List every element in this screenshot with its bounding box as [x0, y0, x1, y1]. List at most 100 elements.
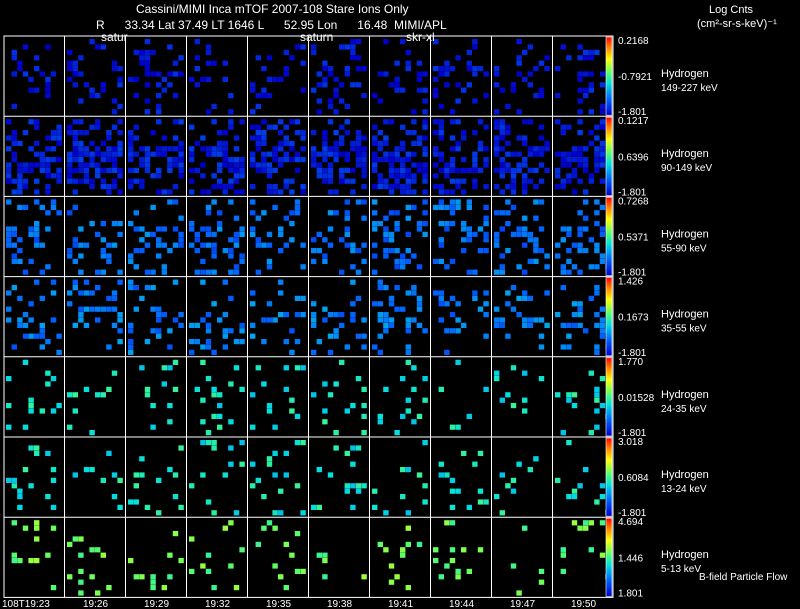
count-cell: [394, 173, 400, 179]
count-cell: [72, 408, 78, 414]
count-cell: [45, 494, 51, 500]
count-cell: [416, 264, 423, 270]
count-cell: [599, 258, 606, 264]
count-cell: [339, 173, 345, 179]
count-cell: [344, 130, 350, 136]
count-cell: [355, 39, 362, 45]
count-cell: [394, 430, 400, 436]
count-cell: [39, 333, 45, 339]
count-cell: [411, 290, 417, 296]
count-cell: [178, 146, 184, 152]
count-cell: [261, 317, 267, 323]
units-line2: (cm²-sr-s-keV)⁻¹: [697, 18, 777, 30]
count-cell: [56, 157, 62, 163]
count-cell: [455, 488, 461, 494]
count-cell: [278, 312, 284, 318]
colorbar-tick-cmin: -1.801: [618, 268, 647, 279]
count-cell: [599, 494, 606, 500]
count-cell: [433, 87, 439, 93]
count-cell: [89, 430, 95, 436]
count-cell: [405, 408, 411, 414]
count-cell: [128, 178, 134, 184]
count-cell: [516, 55, 522, 61]
count-cell: [499, 146, 505, 152]
count-cell: [266, 403, 273, 409]
colorbar-tick-cmid: 0.6396: [618, 152, 649, 163]
count-cell: [444, 167, 450, 173]
count-cell: [583, 55, 589, 61]
count-cell: [172, 199, 179, 205]
count-cell: [522, 231, 528, 237]
count-cell: [449, 119, 456, 125]
count-cell: [350, 140, 356, 146]
count-cell: [72, 258, 78, 264]
count-cell: [560, 226, 566, 232]
count-cell: [95, 44, 101, 50]
count-cell: [322, 552, 328, 558]
count-cell: [300, 87, 306, 93]
count-cell: [111, 184, 118, 190]
count-cell: [39, 322, 45, 328]
count-cell: [505, 301, 511, 307]
count-cell: [588, 370, 594, 376]
count-cell: [294, 339, 301, 345]
count-cell: [583, 199, 589, 205]
count-cell: [228, 419, 234, 425]
count-cell: [455, 328, 461, 334]
count-cell: [416, 71, 423, 77]
count-cell: [294, 413, 301, 419]
count-cell: [494, 269, 500, 275]
count-cell: [571, 301, 578, 307]
colorbar-tick-cmid: 0.5371: [618, 233, 649, 244]
count-cell: [156, 109, 162, 115]
count-cell: [233, 242, 240, 248]
count-cell: [411, 204, 417, 210]
count-cell: [566, 440, 572, 446]
count-cell: [588, 430, 594, 436]
count-cell: [156, 312, 162, 318]
count-cell: [200, 189, 206, 195]
count-cell: [300, 189, 306, 195]
count-cell: [355, 82, 362, 88]
count-cell: [78, 178, 84, 184]
count-cell: [111, 124, 118, 130]
count-cell: [117, 231, 123, 237]
count-cell: [139, 226, 145, 232]
count-cell: [222, 344, 228, 350]
count-cell: [339, 359, 345, 365]
count-cell: [67, 173, 73, 179]
count-cell: [599, 226, 606, 232]
count-cell: [205, 109, 212, 115]
count-cell: [205, 204, 212, 210]
count-cell: [327, 178, 334, 184]
count-cell: [45, 184, 51, 190]
count-cell: [67, 151, 73, 157]
count-cell: [405, 60, 411, 66]
count-cell: [594, 167, 600, 173]
count-cell: [117, 82, 123, 88]
count-cell: [200, 76, 206, 82]
count-cell: [405, 467, 411, 473]
count-cell: [205, 328, 212, 334]
count-cell: [377, 419, 383, 425]
count-cell: [405, 151, 411, 157]
count-cell: [11, 477, 17, 483]
count-cell: [571, 173, 578, 179]
colorbar: [605, 517, 613, 597]
count-cell: [100, 184, 106, 190]
count-cell: [505, 151, 511, 157]
count-cell: [144, 98, 151, 104]
count-cell: [311, 237, 317, 243]
count-cell: [566, 248, 572, 254]
count-cell: [516, 151, 522, 157]
count-cell: [144, 231, 151, 237]
count-cell: [522, 76, 528, 82]
count-cell: [106, 386, 112, 392]
count-cell: [139, 184, 145, 190]
count-cell: [117, 339, 123, 345]
count-cell: [150, 49, 156, 55]
count-cell: [577, 483, 583, 489]
count-cell: [22, 312, 29, 318]
count-cell: [294, 440, 301, 446]
count-cell: [350, 504, 356, 510]
